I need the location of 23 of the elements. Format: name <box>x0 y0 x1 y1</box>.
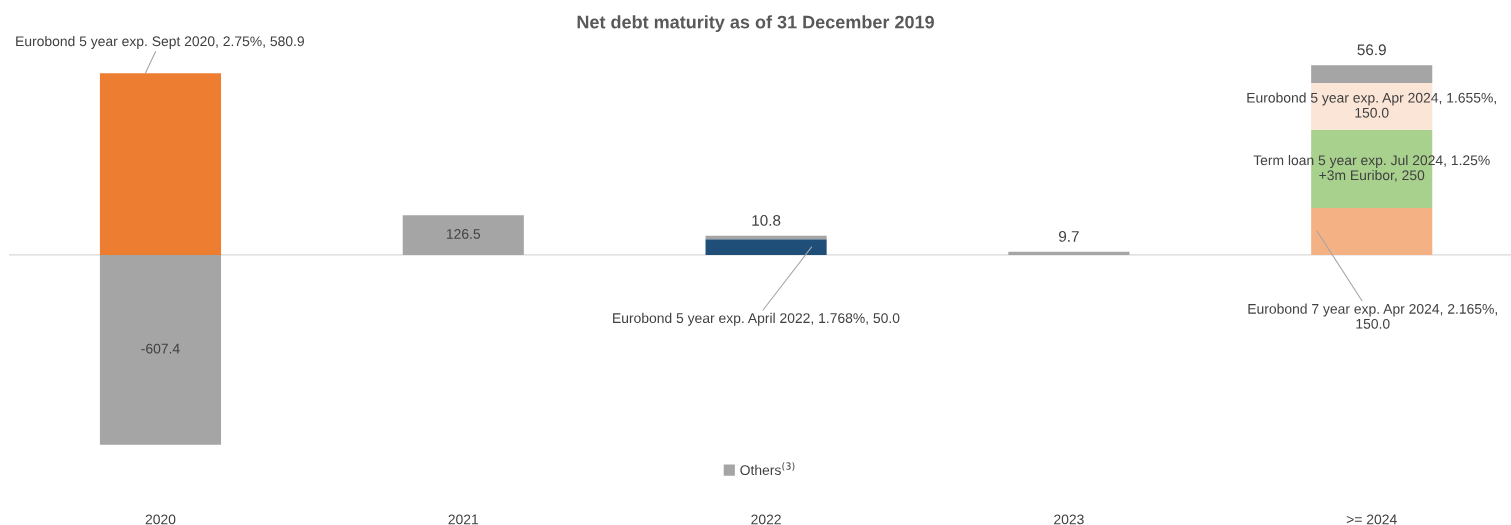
bar <box>705 239 827 255</box>
data-label: -607.4 <box>141 343 180 354</box>
data-label: 9.7 <box>1059 231 1079 242</box>
chart-title: Net debt maturity as of 31 December 2019 <box>577 15 934 33</box>
x-tick-label: 2022 <box>751 514 781 525</box>
data-label: Eurobond 7 year exp. Apr 2024, 2.165%, 150.0 <box>1248 303 1497 329</box>
legend-label: Others$^{(3)}$ <box>740 462 795 476</box>
bar <box>402 215 524 255</box>
x-tick-label: >= 2024 <box>1346 514 1397 525</box>
data-label: 56.9 <box>1357 44 1386 56</box>
x-tick-label: 2021 <box>448 514 479 525</box>
bar <box>99 254 222 445</box>
x-tick-label: 2020 <box>145 514 176 525</box>
bar <box>1311 208 1433 255</box>
bar <box>99 73 222 255</box>
bar <box>1008 251 1130 255</box>
data-label: Eurobond 5 year exp. Apr 2024, 1.655%, 150.0 <box>1247 92 1496 118</box>
data-label: Eurobond 5 year exp. Sept 2020, 2.75%, 580.9 <box>16 35 304 49</box>
data-label: 10.8 <box>752 215 781 226</box>
data-label: 126.5 <box>446 229 481 239</box>
bar <box>1311 65 1433 83</box>
x-tick-label: 2023 <box>1054 514 1084 525</box>
data-label: Eurobond 5 year exp. April 2022, 1.768%, 50.0 <box>613 312 900 326</box>
